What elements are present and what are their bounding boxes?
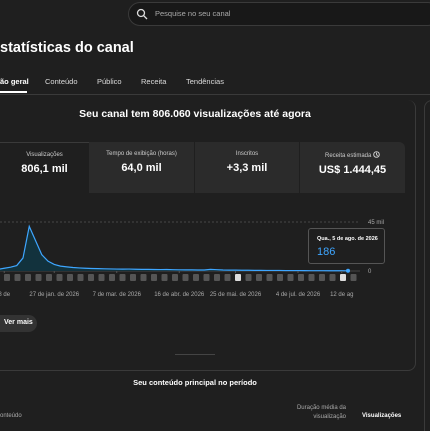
y-tick-label: 0 <box>368 269 372 275</box>
tooltip-value: 186 <box>317 246 336 258</box>
video-marker <box>245 274 252 281</box>
hover-point <box>346 268 350 273</box>
divider <box>175 354 215 355</box>
tab-underline <box>0 91 27 93</box>
video-marker <box>119 274 126 281</box>
video-marker <box>172 274 178 281</box>
metric-value: 806,1 mil <box>21 163 68 175</box>
metric-label-text: Receita estimada <box>324 153 372 159</box>
video-marker <box>88 274 94 281</box>
video-marker <box>35 274 42 281</box>
video-marker <box>193 274 199 281</box>
video-marker <box>266 274 273 281</box>
metric-label: Receita estimada <box>300 151 405 159</box>
video-marker <box>56 274 63 281</box>
video-marker <box>329 274 336 281</box>
metric-label: Inscritos <box>235 151 259 157</box>
tab[interactable]: Público <box>97 77 122 86</box>
metric-card[interactable]: Visualizações 806,1 mil <box>0 142 89 194</box>
metric-value: US$ 1.444,45 <box>318 164 387 176</box>
video-marker <box>151 274 157 281</box>
column-header: Duração média da visualização <box>296 405 346 420</box>
summary-heading: Seu canal tem 806.060 visualizações até … <box>79 108 311 120</box>
area <box>0 226 348 271</box>
more-button[interactable]: Ver mais <box>0 315 37 332</box>
search-icon <box>136 8 148 20</box>
video-marker <box>98 274 105 281</box>
tab[interactable]: Receita <box>141 77 167 86</box>
x-tick-label: 16 de abr. de 2026 <box>154 292 205 298</box>
video-marker <box>46 274 52 281</box>
tooltip: Qua., 5 de ago. de 2026 186 <box>308 228 385 264</box>
overview-card <box>0 100 416 371</box>
metric-label: Visualizações <box>26 152 63 158</box>
video-marker <box>77 274 84 281</box>
x-tick-label: 8 de <box>0 292 11 298</box>
x-tick-label: 7 de mar. de 2026 <box>93 292 142 298</box>
section-heading: Seu conteúdo principal no período <box>133 378 257 387</box>
tab[interactable]: Conteúdo <box>45 77 78 86</box>
metric-value: 64,0 mil <box>121 162 162 174</box>
video-marker <box>25 274 31 281</box>
metric-card[interactable]: Inscritos +3,3 mil <box>195 142 299 193</box>
video-marker <box>277 274 283 281</box>
video-marker <box>256 274 262 281</box>
page-title: statísticas do canal <box>0 40 134 56</box>
video-marker <box>340 274 346 281</box>
video-marker <box>130 274 136 281</box>
video-marker <box>140 274 147 281</box>
video-marker <box>350 274 357 281</box>
x-tick-label: 27 de jan. de 2026 <box>29 292 79 298</box>
column-header: Visualizações <box>362 413 402 419</box>
search-placeholder: Pesquise no seu canal <box>155 9 231 18</box>
metric-card[interactable]: Tempo de exibição (horas) 64,0 mil <box>89 142 194 193</box>
divider <box>0 94 430 95</box>
x-tick-label: 12 de ag <box>330 292 353 298</box>
video-marker <box>298 274 304 281</box>
more-button-label: Ver mais <box>4 319 33 326</box>
tooltip-date: Qua., 5 de ago. de 2026 <box>317 236 378 242</box>
video-marker <box>4 274 10 281</box>
tab[interactable]: ão geral <box>0 77 29 86</box>
video-marker <box>214 274 220 281</box>
x-tick-label: 4 de jul. de 2026 <box>276 292 321 298</box>
line <box>0 224 349 272</box>
video-marker <box>203 274 210 281</box>
x-tick-label: 25 de mai. de 2026 <box>210 292 262 298</box>
video-marker <box>182 274 189 281</box>
info-icon <box>373 151 380 158</box>
video-marker <box>287 274 294 281</box>
column-header: onteúdo <box>0 413 22 419</box>
tab[interactable]: Tendências <box>186 77 224 86</box>
video-marker <box>109 274 115 281</box>
video-marker <box>235 274 241 281</box>
video-marker <box>224 274 231 281</box>
video-marker <box>14 274 21 281</box>
video-marker <box>308 274 315 281</box>
metric-value: +3,3 mil <box>226 162 268 174</box>
chart: 0 45 mil 8 de 27 de jan. de 2026 7 de mar. d… <box>0 220 384 298</box>
video-marker <box>67 274 73 281</box>
side-card <box>424 100 430 431</box>
metric-label: Tempo de exibição (horas) <box>106 151 177 157</box>
metric-card[interactable]: Receita estimada US$ 1.444,45 <box>300 142 405 193</box>
video-marker <box>161 274 168 281</box>
search-bar[interactable]: Pesquise no seu canal <box>128 2 430 26</box>
y-tick-label: 45 mil <box>368 220 384 226</box>
video-marker <box>319 274 325 281</box>
